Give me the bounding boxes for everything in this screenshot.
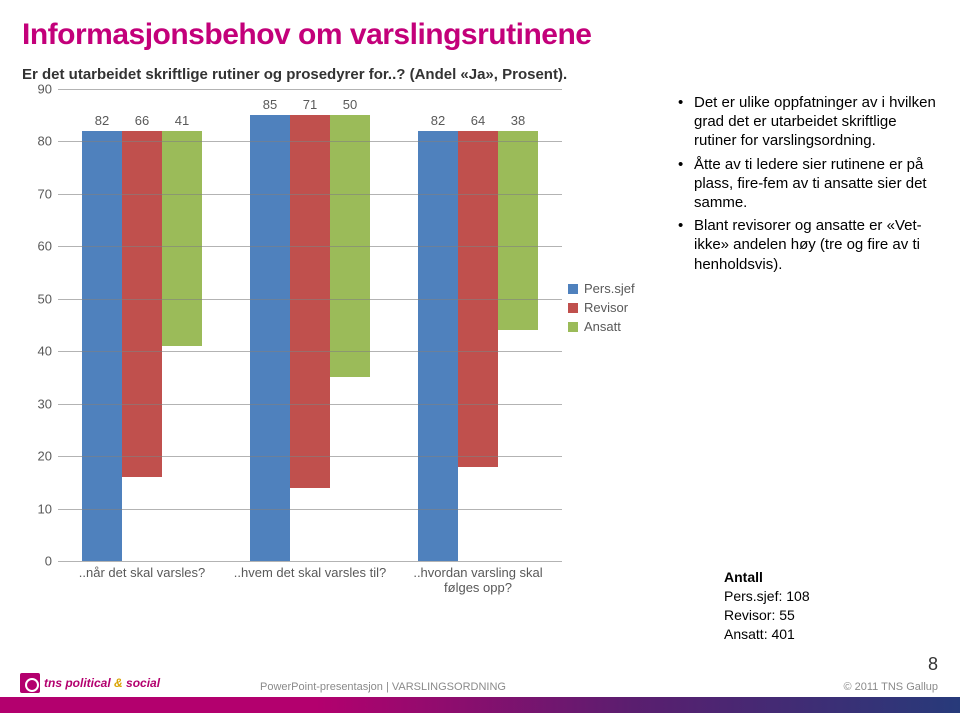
bar-group: 826438 [394, 89, 562, 561]
footer-caption: PowerPoint-presentasjon | VARSLINGSORDNI… [260, 681, 506, 693]
legend-swatch [568, 303, 578, 313]
y-tick-label: 60 [28, 239, 52, 254]
bullet-list: Det er ulike oppfatninger av i hvilken g… [672, 89, 938, 609]
logo-prefix: tns [44, 676, 62, 690]
logo-text: tns political & social [44, 676, 160, 690]
grid-line [58, 561, 562, 562]
logo-word-b: social [126, 676, 160, 690]
bullet-item: Åtte av ti ledere sier rutinene er på pl… [678, 155, 938, 213]
bars: 826438 [394, 131, 562, 561]
bars: 826641 [58, 131, 226, 561]
y-tick-label: 80 [28, 134, 52, 149]
bar-groups: 826641857150826438 [58, 89, 562, 561]
legend-label: Pers.sjef [584, 281, 635, 296]
x-tick-label: ..hvordan varsling skal følges opp? [394, 565, 562, 595]
bar: 85 [250, 115, 290, 561]
slide-title: Informasjonsbehov om varslingsrutinene [22, 18, 938, 52]
legend-item: Ansatt [568, 319, 658, 334]
slide: Informasjonsbehov om varslingsrutinene E… [0, 0, 960, 713]
bar-chart: 826641857150826438 0102030405060708090 P… [22, 89, 672, 609]
bar: 41 [162, 131, 202, 346]
plot-area: 826641857150826438 0102030405060708090 [58, 89, 562, 561]
y-tick-label: 70 [28, 186, 52, 201]
antall-line: Ansatt: 401 [724, 625, 810, 644]
antall-box: Antall Pers.sjef: 108Revisor: 55Ansatt: … [724, 568, 810, 644]
y-tick-label: 20 [28, 449, 52, 464]
bar-group: 826641 [58, 89, 226, 561]
bar-group: 857150 [226, 89, 394, 561]
legend-label: Revisor [584, 300, 628, 315]
y-tick-label: 40 [28, 344, 52, 359]
logo-amp: & [114, 676, 123, 690]
footer-copyright: © 2011 TNS Gallup [843, 681, 938, 693]
bar: 66 [122, 131, 162, 477]
y-tick-label: 50 [28, 291, 52, 306]
bar-value-label: 41 [162, 113, 202, 128]
grid-line [58, 509, 562, 510]
grid-line [58, 404, 562, 405]
y-tick-label: 0 [28, 554, 52, 569]
bar: 82 [418, 131, 458, 561]
bar: 71 [290, 115, 330, 487]
bar-value-label: 66 [122, 113, 162, 128]
legend-swatch [568, 284, 578, 294]
bars: 857150 [226, 115, 394, 561]
bar-value-label: 71 [290, 97, 330, 112]
legend-item: Revisor [568, 300, 658, 315]
x-tick-label: ..hvem det skal varsles til? [226, 565, 394, 580]
antall-line: Revisor: 55 [724, 606, 810, 625]
grid-line [58, 456, 562, 457]
bar-value-label: 50 [330, 97, 370, 112]
bar: 38 [498, 131, 538, 330]
logo-word-a: political [65, 676, 110, 690]
bar: 82 [82, 131, 122, 561]
bar-value-label: 64 [458, 113, 498, 128]
x-tick-label: ..når det skal varsles? [58, 565, 226, 580]
footer-gradient-bar [0, 697, 960, 713]
legend-item: Pers.sjef [568, 281, 658, 296]
grid-line [58, 194, 562, 195]
legend-label: Ansatt [584, 319, 621, 334]
antall-line: Pers.sjef: 108 [724, 587, 810, 606]
bullet-item: Det er ulike oppfatninger av i hvilken g… [678, 93, 938, 151]
bar-value-label: 85 [250, 97, 290, 112]
bar-value-label: 82 [82, 113, 122, 128]
bar-value-label: 82 [418, 113, 458, 128]
logo-icon [20, 673, 40, 693]
grid-line [58, 351, 562, 352]
bar-value-label: 38 [498, 113, 538, 128]
tns-logo: tns political & social [20, 673, 160, 693]
grid-line [58, 89, 562, 90]
grid-line [58, 141, 562, 142]
y-tick-label: 10 [28, 501, 52, 516]
footer: tns political & social PowerPoint-presen… [0, 661, 960, 713]
legend-swatch [568, 322, 578, 332]
y-tick-label: 90 [28, 82, 52, 97]
content-row: 826641857150826438 0102030405060708090 P… [22, 89, 938, 609]
grid-line [58, 299, 562, 300]
antall-heading: Antall [724, 568, 810, 587]
bullet-item: Blant revisorer og ansatte er «Vet-ikke»… [678, 216, 938, 274]
y-tick-label: 30 [28, 396, 52, 411]
grid-line [58, 246, 562, 247]
slide-subtitle: Er det utarbeidet skriftlige rutiner og … [22, 66, 938, 83]
chart-legend: Pers.sjef Revisor Ansatt [568, 277, 658, 338]
